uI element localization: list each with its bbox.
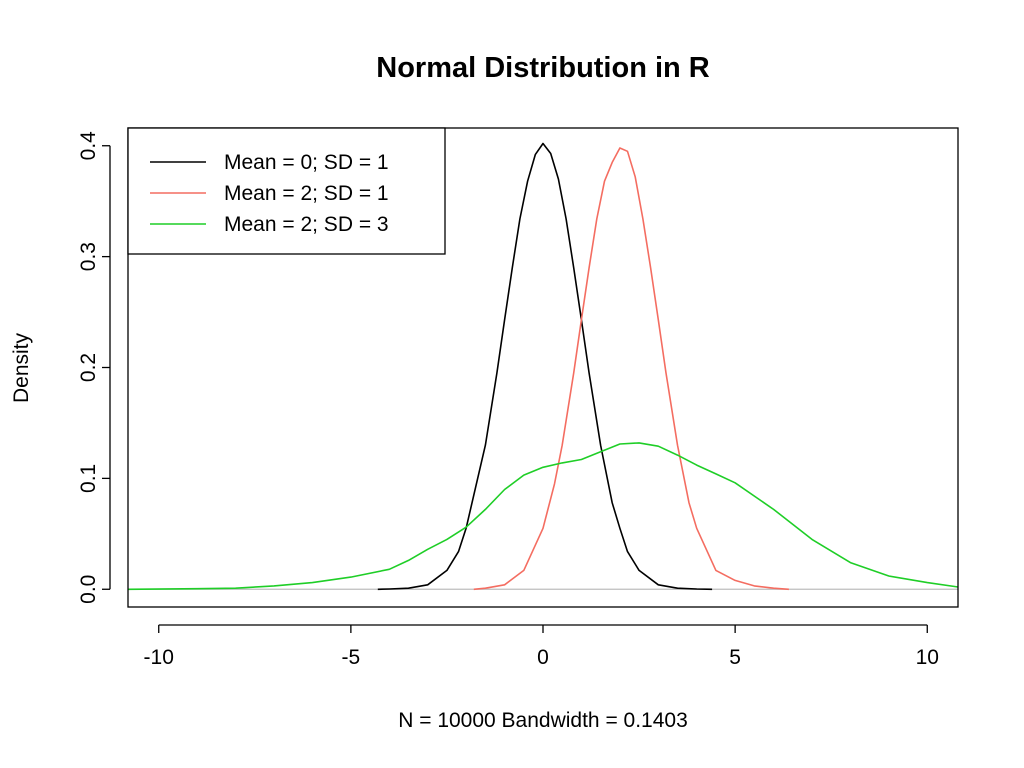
legend-label: Mean = 2; SD = 3 — [224, 213, 389, 236]
legend: Mean = 0; SD = 1 Mean = 2; SD = 1 Mean = 2… — [127, 127, 446, 255]
x-tick-label: 0 — [537, 646, 549, 669]
x-tick-label: 5 — [729, 646, 741, 669]
legend-label: Mean = 0; SD = 1 — [224, 151, 389, 174]
x-axis-label: N = 10000 Bandwidth = 0.1403 — [398, 709, 688, 732]
y-axis: 0.0 0.1 0.2 0.3 0.4 — [77, 131, 111, 604]
x-tick-label: 10 — [916, 646, 939, 669]
series-line-2 — [473, 147, 789, 591]
y-axis-label: Density — [10, 332, 33, 403]
x-tick-label: -10 — [144, 646, 174, 669]
y-tick-label: 0.4 — [77, 131, 100, 161]
series-line-1 — [377, 142, 713, 591]
x-tick-label: -5 — [342, 646, 361, 669]
y-tick-label: 0.2 — [77, 353, 100, 382]
y-tick-label: 0.3 — [77, 242, 100, 271]
plot-frame — [127, 127, 959, 608]
chart-title: Normal Distribution in R — [376, 52, 710, 84]
plot-area — [127, 127, 959, 608]
y-tick-label: 0.0 — [77, 575, 100, 604]
y-tick-label: 0.1 — [77, 464, 100, 493]
x-axis: -10 -5 0 5 10 — [144, 624, 939, 669]
legend-box — [127, 127, 446, 255]
legend-label: Mean = 2; SD = 1 — [224, 182, 389, 205]
series-line-3 — [127, 442, 959, 591]
